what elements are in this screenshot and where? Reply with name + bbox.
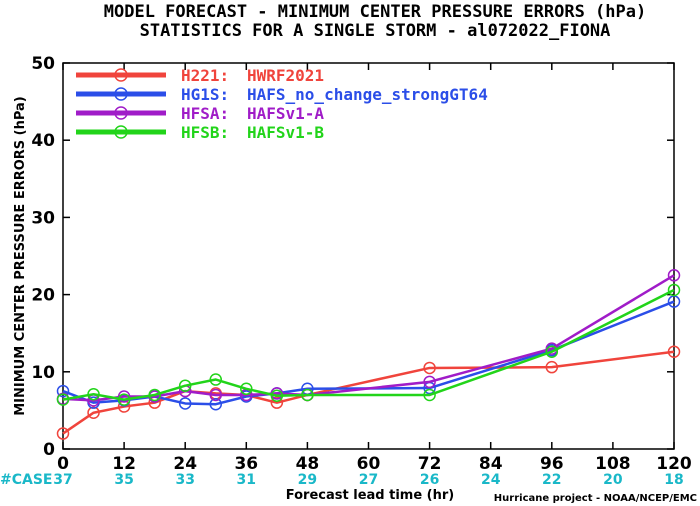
case-count: 20 — [603, 472, 623, 488]
data-point — [117, 390, 131, 403]
y-tick-label: 50 — [31, 54, 55, 74]
legend-code: HG1S: — [181, 85, 229, 104]
chart-title-line2: STATISTICS FOR A SINGLE STORM - al072022… — [140, 21, 611, 41]
x-tick-label: 120 — [656, 454, 692, 474]
data-point — [545, 360, 559, 374]
x-tick-label: 84 — [479, 454, 503, 474]
x-tick-label: 12 — [112, 454, 136, 474]
data-point — [667, 269, 681, 282]
x-tick-label: 108 — [595, 454, 631, 474]
legend-name: HAFSv1-B — [247, 123, 324, 142]
x-axis-ticks: 0 12 24 36 48 60 72 84 96 108 120 — [57, 63, 692, 474]
case-count: 22 — [542, 472, 561, 488]
data-point — [117, 393, 131, 406]
series-line — [62, 288, 675, 401]
legend-item: H221: HWRF2021 — [76, 66, 324, 85]
case-label: #CASE — [0, 472, 53, 488]
data-point — [209, 373, 222, 386]
legend-marker — [114, 87, 128, 101]
data-point — [545, 345, 559, 358]
case-count-row: 37 35 33 31 29 27 26 24 22 20 18 — [53, 472, 683, 488]
legend-item: HFSB: HAFSv1-B — [76, 123, 324, 142]
data-point — [178, 379, 192, 392]
data-point — [667, 283, 681, 297]
legend-marker — [114, 106, 128, 120]
legend-item: HG1S: HAFS_no_change_strongGT64 — [76, 85, 488, 104]
data-point — [56, 393, 70, 406]
x-tick-label: 96 — [540, 454, 564, 474]
series-3 — [56, 283, 681, 406]
chart-title-line1: MODEL FORECAST - MINIMUM CENTER PRESSURE… — [104, 2, 646, 22]
case-count: 24 — [481, 472, 501, 488]
data-point — [270, 389, 284, 402]
legend-name: HAFS_no_change_strongGT64 — [247, 85, 488, 104]
case-count: 27 — [359, 472, 378, 488]
legend-code: HFSA: — [181, 104, 229, 123]
x-tick-label: 24 — [173, 454, 197, 474]
data-point — [209, 397, 222, 411]
legend: H221: HWRF2021 HG1S: HAFS_no_change_strongG… — [76, 66, 488, 142]
legend-marker — [114, 125, 128, 139]
data-point — [87, 387, 100, 401]
data-point — [56, 384, 70, 398]
case-count: 35 — [114, 472, 133, 488]
data-point — [56, 427, 70, 440]
x-tick-label: 48 — [296, 454, 320, 474]
x-tick-label: 60 — [357, 454, 381, 474]
legend-name: HWRF2021 — [247, 66, 324, 85]
data-point — [667, 345, 681, 358]
legend-code: H221: — [181, 66, 229, 85]
y-axis-label: MINIMUM CENTER PRESSURE ERRORS (hPa) — [13, 96, 28, 416]
legend-code: HFSB: — [181, 123, 229, 142]
y-tick-label: 30 — [31, 208, 55, 228]
y-tick-label: 0 — [43, 440, 55, 460]
y-tick-label: 10 — [31, 363, 55, 383]
data-point — [209, 388, 222, 402]
data-point — [240, 382, 253, 396]
case-count: 29 — [298, 472, 317, 488]
x-tick-label: 0 — [57, 454, 69, 474]
legend-marker — [114, 68, 128, 82]
data-point — [423, 388, 436, 402]
case-count: 33 — [175, 472, 194, 488]
data-point — [423, 361, 436, 375]
y-tick-label: 40 — [31, 131, 55, 151]
data-point — [270, 396, 284, 409]
y-axis-ticks: 0 10 20 30 40 50 — [31, 54, 674, 460]
case-count: 26 — [420, 472, 439, 488]
x-axis-label: Forecast lead time (hr) — [286, 488, 454, 503]
legend-item: HFSA: HAFSv1-A — [76, 104, 324, 123]
data-point — [148, 388, 161, 402]
case-count: 31 — [237, 472, 256, 488]
series-line — [62, 350, 675, 435]
legend-name: HAFSv1-A — [247, 104, 324, 123]
y-tick-label: 20 — [31, 286, 55, 306]
data-point — [423, 375, 436, 389]
data-point — [178, 397, 192, 410]
series-layer — [56, 269, 681, 440]
x-tick-label: 72 — [418, 454, 442, 474]
case-count: 18 — [664, 472, 683, 488]
case-count: 37 — [53, 472, 72, 488]
credit-text: Hurricane project - NOAA/NCEP/EMC — [494, 493, 697, 504]
data-point — [301, 388, 314, 402]
x-tick-label: 36 — [234, 454, 258, 474]
data-point — [87, 406, 100, 419]
